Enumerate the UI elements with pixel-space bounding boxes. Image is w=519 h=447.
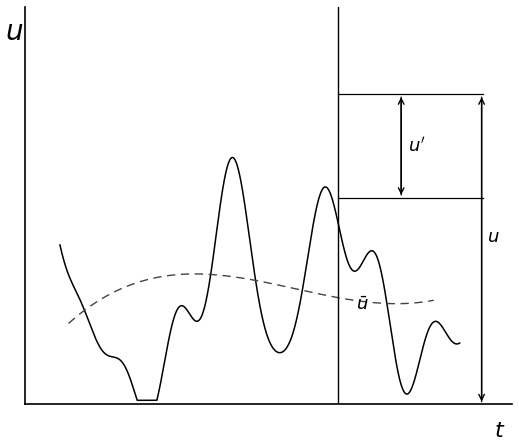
- Text: $u$: $u$: [5, 19, 23, 46]
- Text: $u$: $u$: [487, 228, 500, 246]
- Text: $t$: $t$: [494, 420, 506, 442]
- Text: $\bar{u}$: $\bar{u}$: [356, 296, 368, 314]
- Text: $u'$: $u'$: [408, 136, 425, 156]
